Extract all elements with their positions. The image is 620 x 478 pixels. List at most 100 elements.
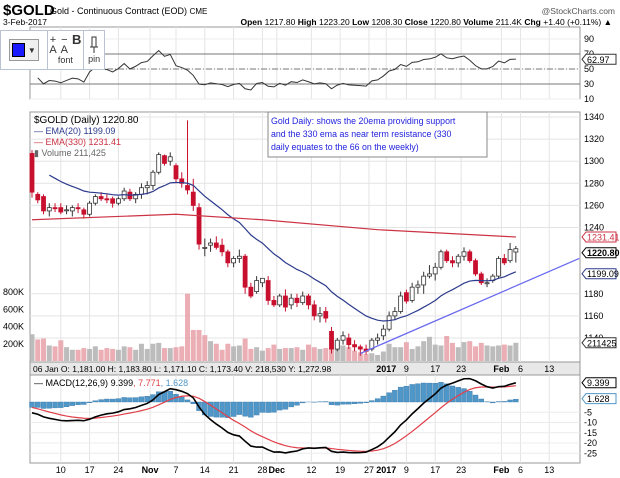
color-picker[interactable]: ▼ (1, 31, 48, 69)
font-decrease-button[interactable]: − A (60, 34, 69, 56)
volume-bar (271, 344, 277, 361)
volume-bar (380, 351, 386, 361)
macd-histogram-bar (190, 401, 196, 404)
candle-body (196, 207, 202, 245)
candle (329, 326, 334, 354)
brand-watermark: @StockCharts.com (542, 6, 615, 16)
volume-bar (369, 353, 375, 361)
macd-histogram-bar (288, 401, 294, 408)
date-bar-tick-label: 13 (544, 364, 554, 374)
price-plot (29, 120, 580, 356)
color-swatch[interactable] (11, 43, 25, 57)
candle (438, 249, 444, 270)
macd-histogram-bar (144, 396, 150, 403)
candle (427, 265, 432, 279)
candle (473, 258, 478, 277)
candle (150, 170, 156, 190)
macd-histogram-bar (75, 401, 81, 405)
macd-histogram-bar (69, 401, 76, 406)
volume-bar (167, 348, 173, 361)
candle-body (173, 165, 179, 180)
candle-body (421, 275, 427, 286)
candle-body (473, 260, 478, 275)
candle (455, 254, 461, 268)
candle (507, 242, 513, 263)
volume-bar (81, 348, 87, 361)
volume-bar (242, 338, 248, 361)
candle (133, 192, 139, 204)
candle-body (259, 277, 265, 284)
volume-bar (398, 347, 404, 361)
candle-body (432, 266, 438, 275)
volume-bar (110, 348, 116, 361)
candle-body (300, 295, 306, 304)
macd-histogram-bar (127, 397, 133, 403)
macd-line (31, 377, 517, 454)
candle (323, 307, 329, 323)
macd-histogram-bar (282, 401, 289, 410)
candle-body (242, 255, 248, 288)
candle (202, 238, 208, 257)
volume-bar (294, 347, 300, 361)
candle (398, 291, 404, 314)
x-tick-label: 21 (229, 465, 239, 475)
macd-tick-label: -15 (584, 428, 597, 438)
bold-button[interactable]: B (72, 32, 82, 47)
volume-bar (432, 344, 438, 361)
macd-histogram-bar (46, 401, 52, 409)
macd-tag: 9.399 (581, 377, 617, 388)
price-tick-label: 1340 (584, 112, 604, 122)
volume-tick-label: 800K (3, 287, 24, 297)
symbol: $GOLD (3, 2, 55, 19)
candle (375, 333, 381, 345)
volume-bar (150, 343, 156, 361)
volume-bar (161, 348, 167, 361)
pin-button[interactable]: pin (84, 31, 104, 69)
x-tick-label: Feb (493, 465, 510, 475)
volume-bar (127, 347, 133, 361)
macd-histogram-bar (236, 401, 243, 415)
macd-histogram-bar (40, 401, 47, 409)
macd-histogram-bar (207, 401, 214, 417)
candle (421, 271, 427, 294)
volume-tag-text: 211425 (587, 338, 616, 348)
candle (58, 203, 64, 215)
candle-body (150, 171, 156, 186)
macd-histogram-bar (132, 397, 139, 403)
x-tick-label: 23 (456, 465, 466, 475)
volume-bar (29, 334, 35, 361)
candle (167, 152, 173, 166)
candle (104, 194, 110, 204)
volume-bar (496, 345, 502, 361)
candle (317, 307, 323, 323)
candle (254, 276, 260, 294)
volume-bar (323, 348, 329, 361)
macd-histogram-bar (403, 385, 410, 403)
volume-bar (121, 346, 127, 361)
candle (294, 293, 300, 308)
candle (75, 203, 81, 214)
volume-bar (363, 354, 369, 361)
candle (288, 293, 294, 310)
candle (231, 256, 237, 268)
volume-bar (254, 347, 260, 361)
axis-labels: 10 17 24 Nov 7 14 21 28 Dec 12 19 27 201720179917172… (3, 34, 620, 475)
macd-histogram-bar (271, 401, 277, 413)
candle (265, 276, 271, 305)
hover-info: 06 Jan O: 1,181.00 H: 1,183.80 L: 1,171.… (33, 364, 331, 374)
date-bar-tick-label: 9 (404, 364, 409, 374)
candle-body (386, 315, 392, 330)
close-tag-text: 1220.80 (587, 248, 620, 258)
font-increase-button[interactable]: + A (49, 34, 57, 56)
dropdown-arrow-icon[interactable]: ▼ (27, 45, 36, 55)
macd-histogram-bar (461, 388, 467, 403)
candle (196, 203, 202, 250)
annotation-box[interactable] (267, 111, 488, 158)
macd-histogram-bar (86, 401, 93, 403)
candle-body (219, 244, 225, 253)
instrument-name: Gold - Continuous Contract (EOD) CME (50, 6, 207, 16)
candle (409, 282, 415, 303)
volume-bar (196, 329, 202, 361)
